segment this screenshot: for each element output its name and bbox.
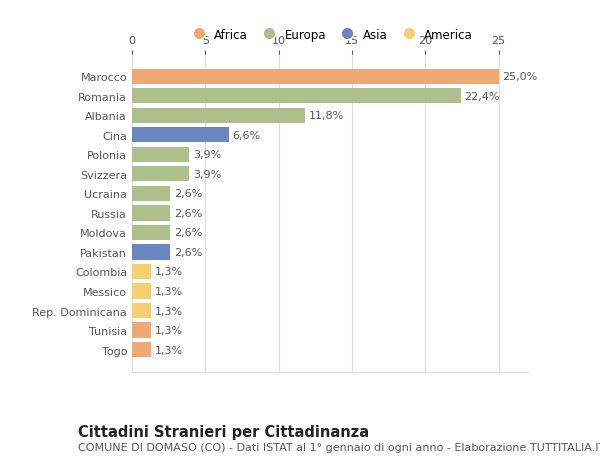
Text: 22,4%: 22,4% xyxy=(464,91,500,101)
Bar xyxy=(132,245,170,260)
Bar xyxy=(132,206,170,221)
Bar xyxy=(132,186,170,202)
Text: 2,6%: 2,6% xyxy=(174,208,202,218)
Text: 2,6%: 2,6% xyxy=(174,228,202,238)
Text: 1,3%: 1,3% xyxy=(155,267,183,277)
Bar xyxy=(132,303,151,319)
Text: 1,3%: 1,3% xyxy=(155,345,183,355)
Bar xyxy=(132,167,189,182)
Bar xyxy=(132,108,305,123)
Text: 1,3%: 1,3% xyxy=(155,286,183,297)
Text: 1,3%: 1,3% xyxy=(155,325,183,336)
Text: 11,8%: 11,8% xyxy=(309,111,344,121)
Bar xyxy=(132,147,189,162)
Bar xyxy=(132,69,499,84)
Text: 1,3%: 1,3% xyxy=(155,306,183,316)
Bar xyxy=(132,128,229,143)
Text: 2,6%: 2,6% xyxy=(174,247,202,257)
Text: 3,9%: 3,9% xyxy=(193,150,221,160)
Bar xyxy=(132,225,170,241)
Text: 3,9%: 3,9% xyxy=(193,169,221,179)
Legend: Africa, Europa, Asia, America: Africa, Europa, Asia, America xyxy=(185,26,475,44)
Text: 6,6%: 6,6% xyxy=(232,130,260,140)
Bar xyxy=(132,284,151,299)
Text: Cittadini Stranieri per Cittadinanza: Cittadini Stranieri per Cittadinanza xyxy=(78,425,369,440)
Text: 2,6%: 2,6% xyxy=(174,189,202,199)
Text: COMUNE DI DOMASO (CO) - Dati ISTAT al 1° gennaio di ogni anno - Elaborazione TUT: COMUNE DI DOMASO (CO) - Dati ISTAT al 1°… xyxy=(78,442,600,452)
Bar xyxy=(132,342,151,358)
Text: 25,0%: 25,0% xyxy=(502,72,538,82)
Bar xyxy=(132,323,151,338)
Bar xyxy=(132,89,461,104)
Bar xyxy=(132,264,151,280)
